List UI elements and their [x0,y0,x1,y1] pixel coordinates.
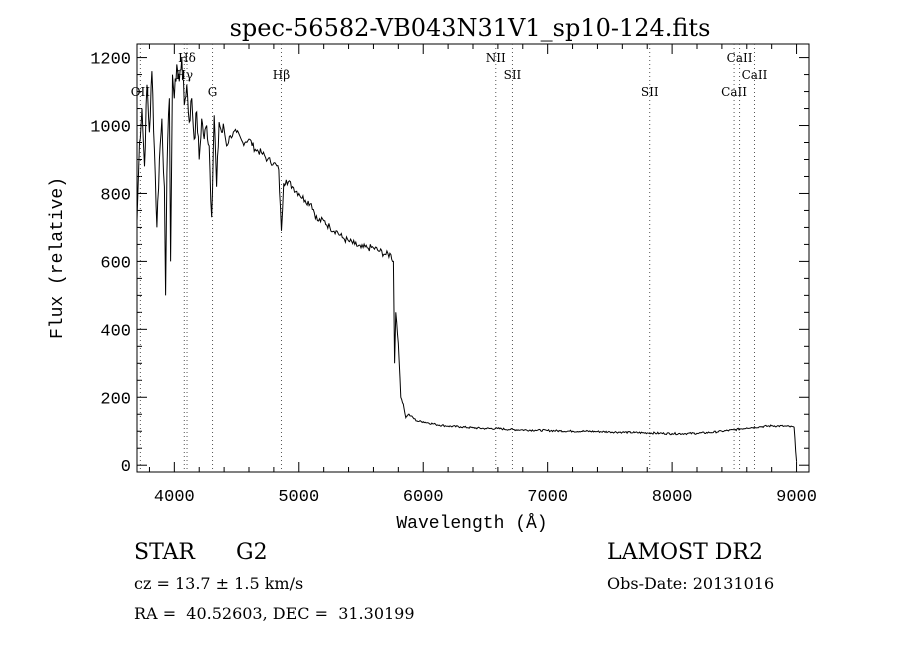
object-subclass: G2 [236,540,268,565]
x-axis: 4000 5000 6000 7000 8000 9000 [148,44,817,507]
spectral-line-label: G [208,85,218,99]
y-tick-label: 0 [121,458,131,477]
chart-title: spec-56582-VB043N31V1_sp10-124.fits [230,14,711,42]
x-tick-label: 9000 [776,488,817,507]
spectral-line-label: Hβ [273,68,290,82]
spectral-line-label: OII [131,85,151,99]
spectral-line-label: Hδ [178,51,196,65]
y-tick-label: 600 [100,254,131,273]
spectral-line-label: CaII [721,85,747,99]
x-tick-label: 8000 [652,488,693,507]
plot-frame [136,43,810,473]
x-tick-label: 7000 [527,488,568,507]
flux-series-line [136,57,798,462]
x-axis-label: Wavelength (Å) [396,513,547,534]
y-tick-label: 1200 [90,51,131,70]
object-class: STAR [134,540,195,565]
spectral-line-label: CaII [727,51,753,65]
x-tick-label: 5000 [278,488,319,507]
spectral-line-label: CaII [742,68,768,82]
y-axis: 0 200 400 600 800 1000 1200 [90,51,809,477]
spectral-line-label: SII [641,85,659,99]
y-tick-label: 400 [100,322,131,341]
survey-name: LAMOST DR2 [607,540,763,565]
y-tick-label: 800 [100,186,131,205]
x-tick-label: 6000 [403,488,444,507]
y-axis-label: Flux (relative) [48,177,68,339]
spectral-line-label: NII [486,51,506,65]
y-tick-label: 1000 [90,119,131,138]
spectral-line-label: SII [504,68,522,82]
coordinates: RA = 40.52603, DEC = 31.30199 [134,604,415,623]
y-tick-label: 200 [100,390,131,409]
obs-date: Obs-Date: 20131016 [607,574,775,593]
redshift-text: cz = 13.7 ± 1.5 km/s [134,574,304,593]
x-tick-label: 4000 [154,488,195,507]
